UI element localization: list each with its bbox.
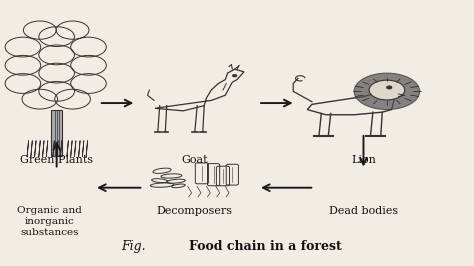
Circle shape [232, 74, 237, 77]
Text: Green Plants: Green Plants [20, 155, 93, 165]
Text: Food chain in a forest: Food chain in a forest [189, 240, 341, 253]
Text: Organic and
inorganic
substances: Organic and inorganic substances [17, 206, 82, 237]
Text: Decomposers: Decomposers [157, 206, 233, 216]
Circle shape [387, 86, 392, 89]
Text: Dead bodies: Dead bodies [329, 206, 398, 216]
Text: Fig.: Fig. [122, 240, 146, 253]
Circle shape [354, 73, 419, 110]
Text: Goat: Goat [182, 155, 208, 165]
Circle shape [369, 80, 405, 100]
FancyBboxPatch shape [51, 110, 62, 156]
Text: Lion: Lion [351, 155, 376, 165]
